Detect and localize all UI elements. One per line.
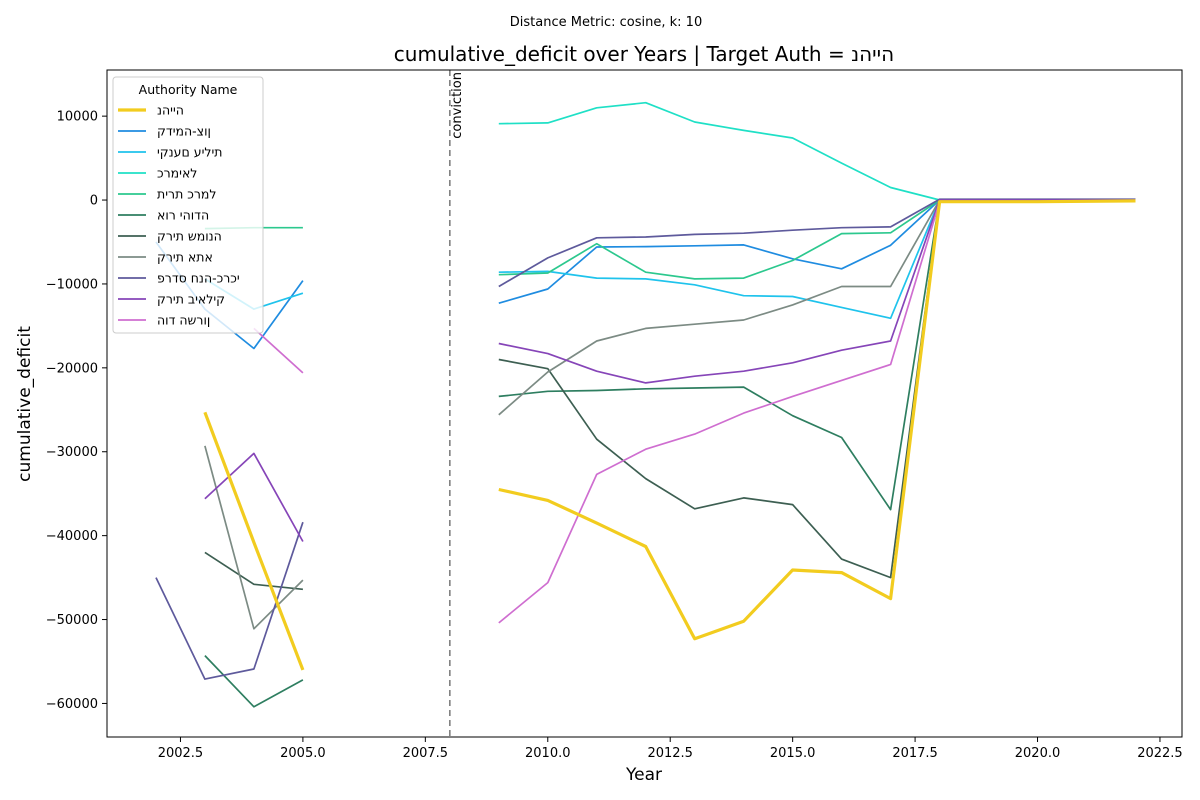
- x-axis: 2002.5 2005.0 2007.5 2010.0 2012.5 2015.0 2017…: [158, 737, 1183, 761]
- legend-label: אתא תירק: [157, 250, 213, 265]
- plot-area: conviction: [155, 70, 1136, 737]
- x-tick-label: 2005.0: [280, 746, 326, 761]
- chart-suptitle: Distance Metric: cosine, k: 10: [510, 15, 702, 30]
- x-tick-label: 2010.0: [525, 746, 571, 761]
- x-tick-label: 2012.5: [647, 746, 693, 761]
- series-line-9-seg-2: [498, 198, 1136, 288]
- series-line-2-seg-2: [498, 199, 1136, 305]
- series-line-10-seg-2: [498, 199, 1136, 384]
- y-tick-label: −10000: [46, 277, 98, 292]
- y-axis-label: cumulative_deficit: [15, 326, 35, 482]
- series-line-6-seg-1: [204, 655, 304, 708]
- x-tick-label: 2017.5: [892, 746, 938, 761]
- legend-label: לאימרכ: [157, 166, 197, 181]
- legend-label: הייהנ: [157, 103, 184, 118]
- conviction-label: conviction: [450, 72, 465, 139]
- x-axis-label: Year: [625, 765, 662, 785]
- series-line-1-seg-1: [203, 411, 305, 671]
- legend-label: קילאיב תירק: [157, 292, 225, 307]
- x-tick-label: 2002.5: [158, 746, 204, 761]
- series-line-9-seg-1: [155, 521, 304, 680]
- legend-label: למרכ תרית: [157, 187, 217, 202]
- y-tick-label: −30000: [46, 445, 98, 460]
- y-tick-label: −40000: [46, 529, 98, 544]
- y-tick-label: 0: [90, 194, 98, 209]
- series-line-3-seg-2: [498, 199, 1136, 320]
- legend-label: ןורשה דוה: [157, 313, 210, 328]
- legend-label: יכרכ-הנח סדרפ: [157, 271, 240, 286]
- legend-box: [112, 76, 264, 334]
- conviction-marker: conviction: [449, 70, 465, 737]
- axes-frame: [106, 69, 1183, 738]
- y-tick-label: −60000: [46, 697, 98, 712]
- y-tick-label: −50000: [46, 613, 98, 628]
- series-line-10-seg-1: [204, 452, 304, 542]
- legend-title: Authority Name: [139, 82, 238, 97]
- x-tick-label: 2015.0: [770, 746, 816, 761]
- series-line-8-seg-1: [204, 445, 304, 630]
- legend-label: תיליע םענקי: [157, 145, 223, 160]
- series-line-7-seg-1: [204, 551, 303, 591]
- series-line-8-seg-2: [498, 199, 1136, 416]
- y-tick-label: 10000: [57, 110, 98, 125]
- series-line-4-seg-1: [498, 101, 1136, 201]
- y-axis: 10000 0 −10000 −20000 −30000 −40000 −50000 −600…: [46, 110, 107, 712]
- legend-items: הייהנ ןוצ-המידק תיליע םענקי לאימרכ למרכ תרית…: [118, 103, 240, 328]
- legend-label: הדוהי רוא: [157, 208, 209, 223]
- series-line-11-seg-1: [253, 327, 304, 374]
- x-tick-label: 2022.5: [1137, 746, 1183, 761]
- x-tick-label: 2007.5: [403, 746, 449, 761]
- series-layer: [155, 101, 1136, 708]
- chart-title: cumulative_deficit over Years | Target A…: [394, 42, 894, 66]
- series-line-11-seg-2: [498, 200, 1136, 624]
- series-line-1-seg-2: [498, 199, 1136, 641]
- x-tick-label: 2020.0: [1015, 746, 1061, 761]
- legend: Authority Name הייהנ ןוצ-המידק תיליע םענקי…: [112, 76, 264, 334]
- legend-label: ןוצ-המידק: [157, 124, 211, 139]
- y-tick-label: −20000: [46, 361, 98, 376]
- legend-label: הנומש תירק: [157, 229, 222, 244]
